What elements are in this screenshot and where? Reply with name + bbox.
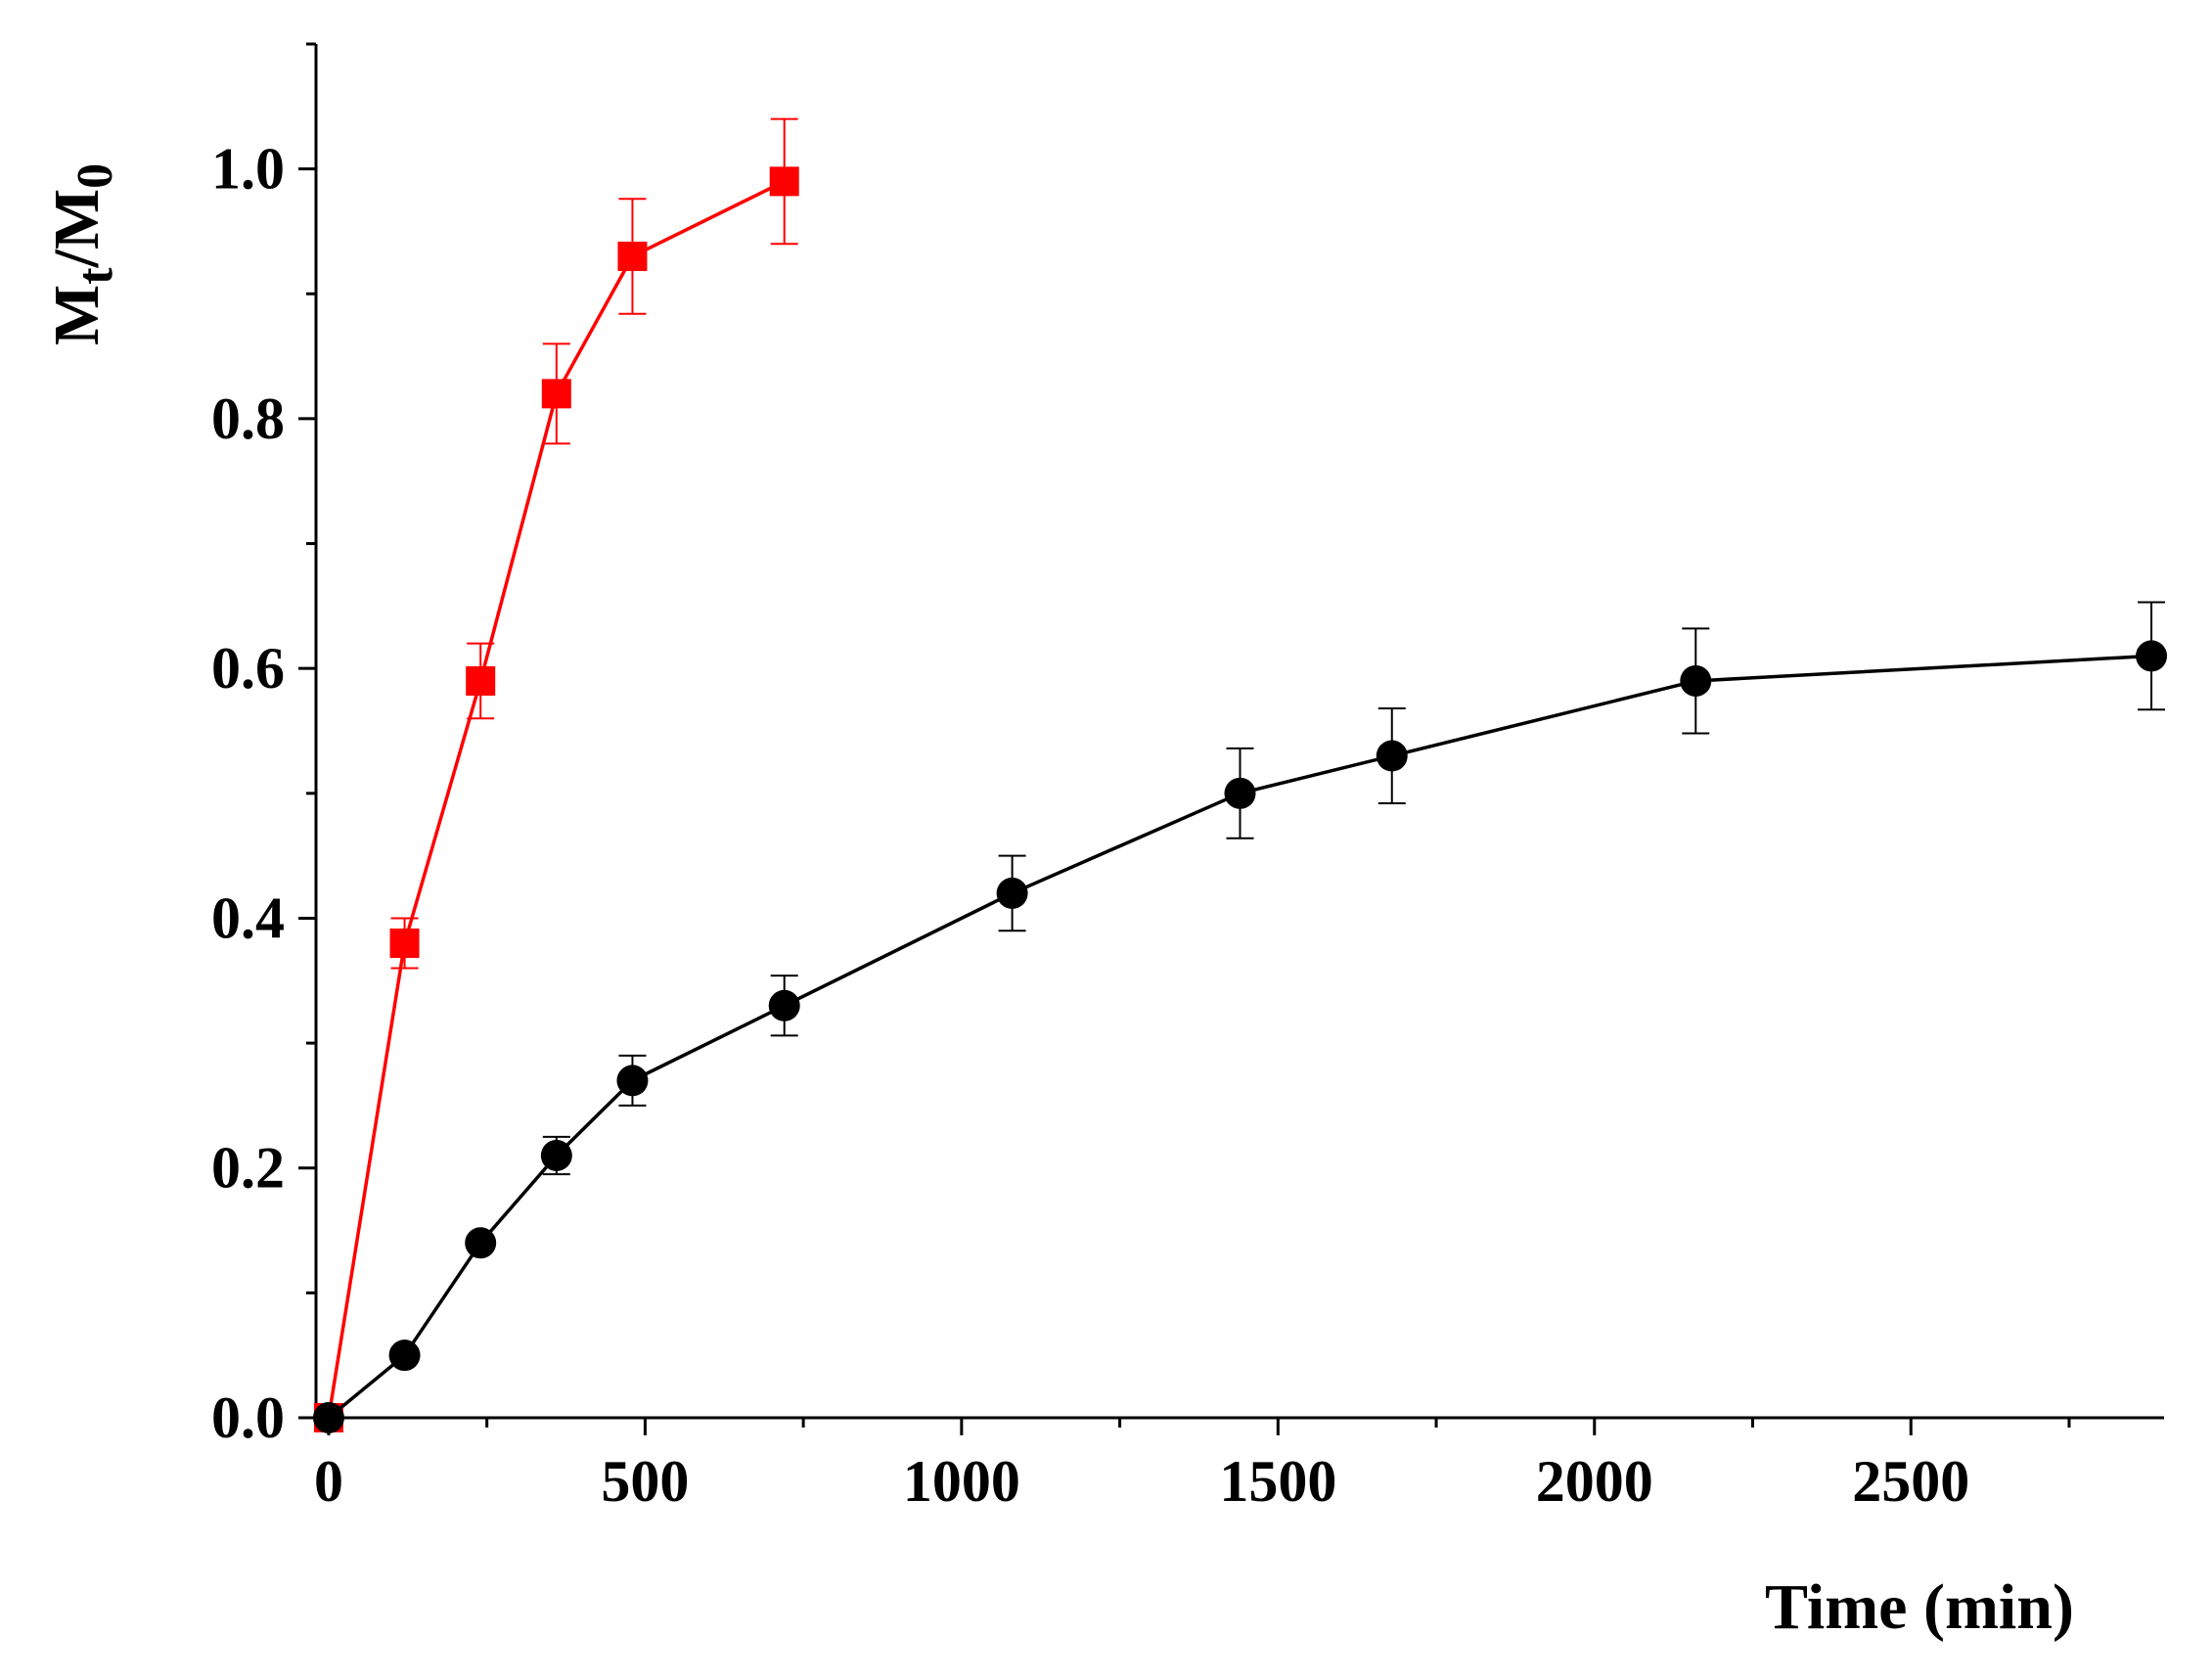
series-red-line <box>327 179 786 1419</box>
data-point <box>2136 640 2168 672</box>
data-point <box>1376 740 1408 772</box>
x-tick-label: 1500 <box>1219 1449 1336 1514</box>
y-tick-label: 0.2 <box>211 1136 285 1201</box>
x-tick-label: 0 <box>314 1449 343 1514</box>
data-point <box>768 989 800 1021</box>
data-point <box>540 1139 572 1171</box>
y-tick-label: 0.4 <box>211 885 285 950</box>
data-point <box>616 1065 649 1097</box>
data-point <box>769 166 799 197</box>
y-tick-label: 0.6 <box>211 636 285 701</box>
x-axis-title: Time (min) <box>1765 1571 2074 1643</box>
data-point <box>389 928 420 958</box>
data-point <box>388 1339 421 1372</box>
data-point <box>466 665 496 696</box>
y-tick-label: 0.8 <box>211 386 285 451</box>
data-point <box>1224 777 1256 809</box>
x-tick-label: 2000 <box>1536 1449 1653 1514</box>
plot-area <box>312 117 2168 1433</box>
data-point <box>617 241 648 271</box>
y-axis-title: Mt/M0 <box>41 163 123 345</box>
data-point <box>996 877 1028 909</box>
data-point <box>541 379 571 409</box>
y-tick-label: 0.0 <box>211 1385 285 1450</box>
y-tick-label: 1.0 <box>211 137 285 202</box>
data-point <box>312 1402 344 1433</box>
x-tick-label: 2500 <box>1852 1449 1969 1514</box>
x-tick-label: 500 <box>601 1449 689 1514</box>
series-black <box>312 601 2168 1433</box>
data-point <box>1680 664 1712 697</box>
axes: 0.0 0.2 0.4 0.6 0.8 1.0 0 500 1000 1500 2000 2500 <box>211 42 2164 1514</box>
data-point <box>465 1227 497 1259</box>
series-red <box>313 117 799 1432</box>
x-tick-label: 1000 <box>903 1449 1020 1514</box>
